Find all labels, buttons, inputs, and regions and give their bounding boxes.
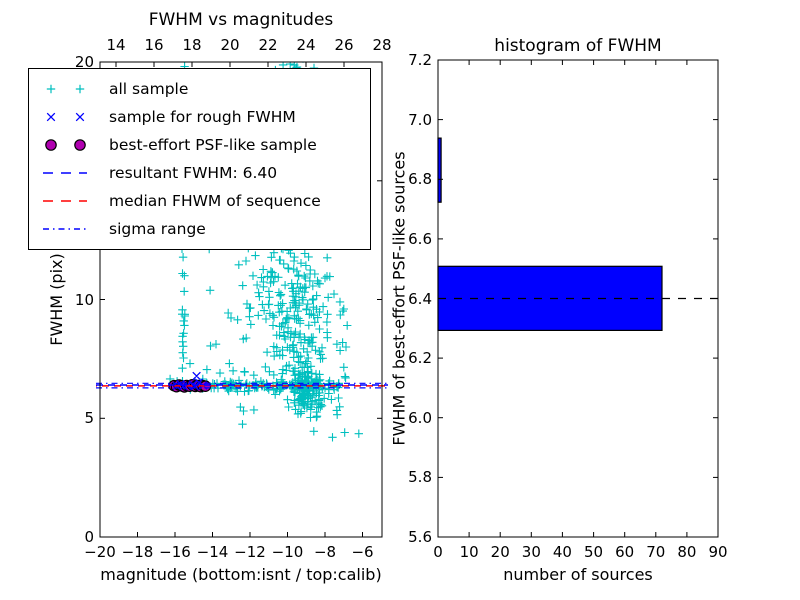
legend-item-4: median FHWM of sequence bbox=[37, 187, 362, 215]
right-plot-title: histogram of FWHM bbox=[494, 36, 662, 56]
legend-item-3: resultant FWHM: 6.40 bbox=[37, 159, 362, 187]
x-tick-label: −6 bbox=[351, 543, 374, 561]
x-tick-label: −16 bbox=[159, 543, 191, 561]
y-tick-label: 5.8 bbox=[408, 468, 432, 487]
x-tick-label: 80 bbox=[677, 543, 697, 561]
x-tick-label-top: 24 bbox=[296, 36, 316, 54]
legend-item-5: sigma range bbox=[37, 215, 362, 243]
y-tick-label: 6.0 bbox=[408, 408, 432, 427]
legend-label: all sample bbox=[109, 80, 189, 98]
x-tick-label: −14 bbox=[196, 543, 229, 561]
legend-marker-x2-icon bbox=[46, 112, 85, 122]
legend-item-1: sample for rough FWHM bbox=[37, 103, 362, 131]
legend-marker-dashdot-icon bbox=[43, 228, 87, 230]
x-tick-label: 60 bbox=[615, 543, 635, 561]
legend-marker-dash-icon bbox=[43, 200, 87, 202]
y-tick-label: 7.2 bbox=[408, 51, 432, 69]
x-tick-label-top: 26 bbox=[334, 36, 354, 54]
x-tick-label: 30 bbox=[521, 543, 541, 561]
x-tick-label: 10 bbox=[459, 543, 479, 561]
x-tick-label: 70 bbox=[646, 543, 666, 561]
legend-label: best-effort PSF-like sample bbox=[109, 136, 317, 154]
x-tick-label: 50 bbox=[584, 543, 604, 561]
y-tick-label: 10 bbox=[74, 290, 94, 309]
left-plot-xlabel: magnitude (bottom:isnt / top:calib) bbox=[100, 565, 382, 584]
legend-label: sample for rough FWHM bbox=[109, 108, 296, 126]
x-tick-label: 90 bbox=[708, 543, 728, 561]
y-tick-label: 5.6 bbox=[408, 528, 432, 546]
legend-label: resultant FWHM: 6.40 bbox=[109, 164, 278, 182]
x-tick-label-top: 28 bbox=[372, 36, 392, 54]
legend-item-2: best-effort PSF-like sample bbox=[37, 131, 362, 159]
right-plot-xlabel: number of sources bbox=[503, 565, 653, 584]
left-plot-title: FWHM vs magnitudes bbox=[148, 10, 334, 30]
legend-marker-dash-icon bbox=[43, 172, 87, 174]
legend-label: sigma range bbox=[109, 220, 206, 238]
y-tick-label: 0 bbox=[84, 528, 94, 546]
y-tick-label: 6.2 bbox=[408, 349, 432, 368]
x-tick-label: −20 bbox=[84, 543, 116, 561]
legend: all sample sample for rough FWHM best-effo… bbox=[28, 68, 371, 250]
y-tick-label: 20 bbox=[74, 53, 94, 71]
x-tick-label-top: 22 bbox=[258, 36, 278, 54]
x-tick-label-top: 16 bbox=[144, 36, 164, 54]
x-tick-label: −10 bbox=[271, 543, 304, 561]
y-tick-label: 7.0 bbox=[408, 110, 432, 129]
x-tick-label: 20 bbox=[490, 543, 510, 561]
y-tick-label: 6.8 bbox=[408, 170, 432, 189]
y-tick-label: 5 bbox=[84, 409, 94, 428]
x-tick-label: 0 bbox=[433, 543, 443, 561]
legend-marker-circle2-icon bbox=[45, 139, 86, 151]
y-tick-label: 6.6 bbox=[408, 229, 432, 248]
legend-item-0: all sample bbox=[37, 75, 362, 103]
x-tick-label: −18 bbox=[121, 543, 154, 561]
x-tick-label-top: 18 bbox=[182, 36, 202, 54]
legend-label: median FHWM of sequence bbox=[109, 192, 321, 210]
x-tick-label-top: 20 bbox=[220, 36, 240, 54]
x-tick-label: −12 bbox=[234, 543, 266, 561]
legend-marker-plus2-icon bbox=[46, 84, 85, 94]
y-tick-label: 6.4 bbox=[408, 289, 432, 308]
x-tick-label-top: 14 bbox=[106, 36, 126, 54]
x-tick-label: −8 bbox=[313, 543, 337, 561]
x-tick-label: 40 bbox=[552, 543, 572, 561]
